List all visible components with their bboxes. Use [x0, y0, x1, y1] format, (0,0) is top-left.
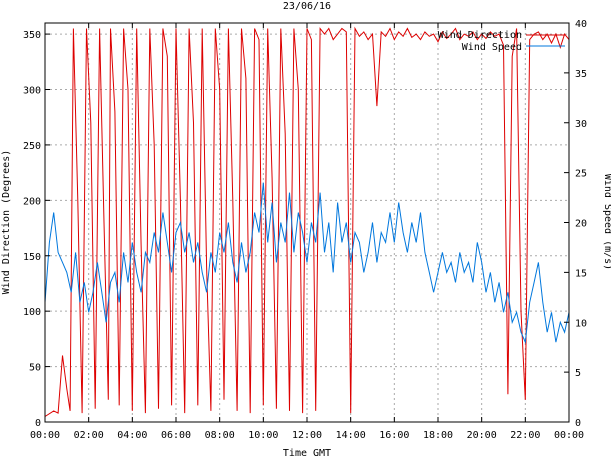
y-left-tick-label: 50	[29, 363, 41, 374]
x-tick-label: 22:00	[510, 430, 540, 441]
y-axis-right: 0 5 10 15 20 25 30 35 40	[564, 19, 587, 429]
y-left-tick-label: 350	[23, 30, 41, 41]
y-right-tick-label: 15	[575, 268, 587, 279]
x-tick-label: 10:00	[248, 430, 278, 441]
y-right-tick-label: 5	[575, 368, 581, 379]
y-right-tick-label: 10	[575, 318, 587, 329]
y-left-tick-label: 0	[35, 418, 41, 429]
y-axis-left-label: Wind Direction (Degrees)	[1, 150, 12, 295]
y-right-tick-label: 25	[575, 169, 587, 180]
y-left-tick-label: 100	[23, 307, 41, 318]
y-right-tick-label: 35	[575, 69, 587, 80]
series-line-wind-direction	[44, 26, 570, 417]
y-right-tick-label: 0	[575, 418, 581, 429]
y-right-tick-label: 30	[575, 119, 587, 130]
x-tick-label: 00:00	[554, 430, 584, 441]
series-layer	[44, 26, 570, 417]
x-tick-label: 20:00	[467, 430, 497, 441]
y-axis-right-label: Wind Speed (m/s)	[602, 174, 611, 270]
y-left-tick-label: 250	[23, 141, 41, 152]
legend-label-wind-speed: Wind Speed	[462, 42, 522, 53]
y-axis-left: 0 50 100 150 200 250 300 350	[23, 30, 50, 429]
legend: Wind Direction Wind Speed	[438, 30, 565, 53]
x-tick-label: 14:00	[336, 430, 366, 441]
x-tick-label: 00:00	[30, 430, 60, 441]
x-axis: 00:00 02:00 04:00 06:00 08:00 10:00 12:00 14:00…	[30, 23, 584, 441]
series-line-wind-speed	[44, 182, 570, 345]
x-tick-label: 02:00	[74, 430, 104, 441]
x-tick-label: 18:00	[423, 430, 453, 441]
x-axis-label: Time GMT	[283, 448, 331, 459]
y-left-tick-label: 200	[23, 196, 41, 207]
x-tick-label: 12:00	[292, 430, 322, 441]
y-left-tick-label: 300	[23, 86, 41, 97]
y-left-tick-label: 150	[23, 252, 41, 263]
legend-label-wind-direction: Wind Direction	[438, 30, 522, 41]
x-tick-label: 16:00	[379, 430, 409, 441]
y-right-tick-label: 40	[575, 19, 587, 30]
x-tick-label: 08:00	[205, 430, 235, 441]
x-tick-label: 04:00	[117, 430, 147, 441]
chart-title: 23/06/16	[283, 1, 331, 12]
y-right-tick-label: 20	[575, 219, 587, 230]
x-tick-label: 06:00	[161, 430, 191, 441]
